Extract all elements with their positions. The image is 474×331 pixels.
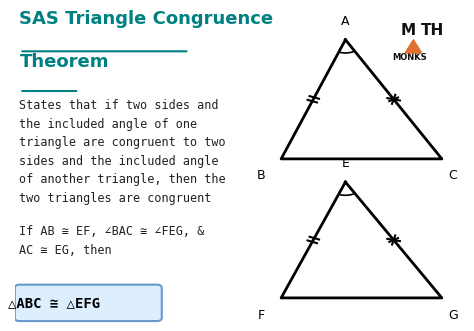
Text: G: G bbox=[449, 309, 458, 322]
Text: States that if two sides and
the included angle of one
triangle are congruent to: States that if two sides and the include… bbox=[19, 99, 226, 205]
Text: MONKS: MONKS bbox=[392, 53, 427, 62]
Text: E: E bbox=[341, 158, 349, 170]
Text: TH: TH bbox=[421, 23, 445, 38]
Text: M: M bbox=[401, 23, 416, 38]
Text: Theorem: Theorem bbox=[19, 53, 109, 71]
Text: A: A bbox=[341, 15, 350, 28]
Text: C: C bbox=[449, 169, 457, 182]
Text: B: B bbox=[256, 169, 265, 182]
FancyBboxPatch shape bbox=[15, 285, 162, 321]
Polygon shape bbox=[405, 40, 422, 53]
Text: F: F bbox=[258, 309, 265, 322]
Text: SAS Triangle Congruence: SAS Triangle Congruence bbox=[19, 10, 273, 28]
Text: △ABC ≅ △EFG: △ABC ≅ △EFG bbox=[8, 296, 100, 310]
Text: If AB ≅ EF, ∠BAC ≅ ∠FEG, &
AC ≅ EG, then: If AB ≅ EF, ∠BAC ≅ ∠FEG, & AC ≅ EG, then bbox=[19, 225, 205, 257]
